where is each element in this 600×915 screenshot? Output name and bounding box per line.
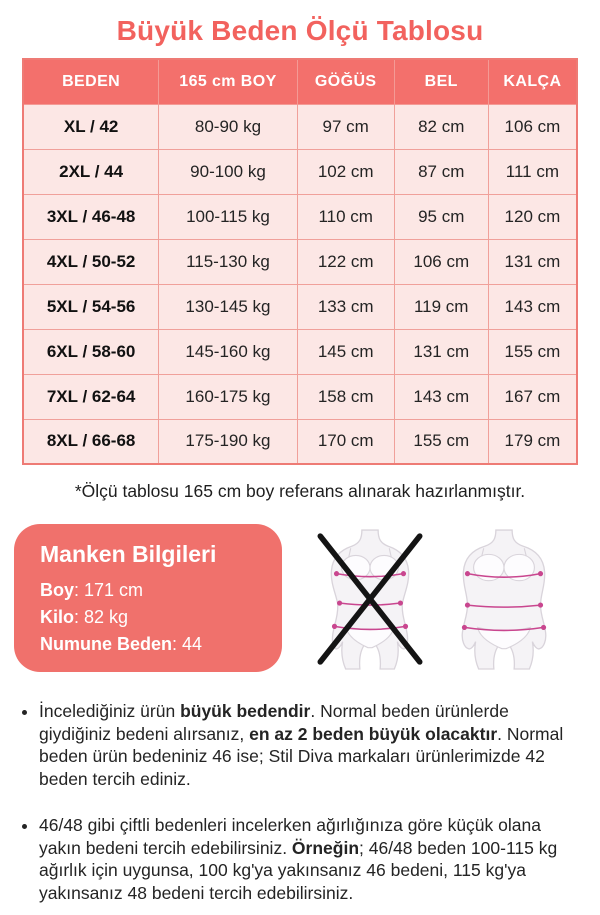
measure-cell: 111 cm	[487, 148, 578, 195]
notes-list: İncelediğiniz ürün büyük bedendir. Norma…	[22, 700, 578, 905]
measure-cell: 179 cm	[487, 418, 578, 465]
measure-cell: 82 cm	[393, 103, 489, 150]
measure-cell: 119 cm	[393, 283, 489, 330]
plus-body-figure	[445, 528, 563, 670]
model-info-lines: Boy: 171 cm Kilo: 82 kg Numune Beden: 44	[40, 577, 270, 658]
size-cell: XL / 42	[22, 103, 160, 150]
measure-cell: 80-90 kg	[158, 103, 298, 150]
column-header: BEL	[393, 58, 489, 105]
column-header: BEDEN	[22, 58, 160, 105]
measure-cell: 97 cm	[296, 103, 395, 150]
measure-cell: 143 cm	[393, 373, 489, 420]
body-figures	[282, 524, 592, 670]
size-cell: 6XL / 58-60	[22, 328, 160, 375]
cross-x-icon	[317, 533, 423, 665]
measure-cell: 175-190 kg	[158, 418, 298, 465]
measure-cell: 87 cm	[393, 148, 489, 195]
size-table-header-row: BEDEN 165 cm BOY GÖĞÜS BEL KALÇA	[22, 58, 578, 105]
note-item: İncelediğiniz ürün büyük bedendir. Norma…	[39, 700, 578, 790]
table-row: 5XL / 54-56 130-145 kg 133 cm 119 cm 143 cm	[22, 283, 578, 330]
column-header: GÖĞÜS	[296, 58, 395, 105]
measure-cell: 120 cm	[487, 193, 578, 240]
model-info-section: Manken Bilgileri Boy: 171 cm Kilo: 82 kg N…	[14, 524, 592, 672]
measure-cell: 131 cm	[487, 238, 578, 285]
measure-cell: 110 cm	[296, 193, 395, 240]
page-title: Büyük Beden Ölçü Tablosu	[116, 15, 484, 46]
model-info-line: Boy: 171 cm	[40, 580, 144, 600]
measure-cell: 145 cm	[296, 328, 395, 375]
measure-cell: 115-130 kg	[158, 238, 298, 285]
note-item: 46/48 gibi çiftli bedenleri incelerken a…	[39, 814, 578, 904]
table-row: XL / 42 80-90 kg 97 cm 82 cm 106 cm	[22, 103, 578, 150]
size-cell: 4XL / 50-52	[22, 238, 160, 285]
size-cell: 2XL / 44	[22, 148, 160, 195]
column-header: KALÇA	[487, 58, 578, 105]
measure-cell: 133 cm	[296, 283, 395, 330]
measure-cell: 160-175 kg	[158, 373, 298, 420]
measure-cell: 102 cm	[296, 148, 395, 195]
size-chart-page: Büyük Beden Ölçü Tablosu BEDEN 165 cm BOY…	[0, 15, 600, 905]
slim-body-crossed-icon	[317, 529, 423, 670]
table-row: 7XL / 62-64 160-175 kg 158 cm 143 cm 167 cm	[22, 373, 578, 420]
measurement-lines	[331, 571, 409, 631]
column-header: 165 cm BOY	[158, 58, 298, 105]
measure-cell: 167 cm	[487, 373, 578, 420]
size-cell: 5XL / 54-56	[22, 283, 160, 330]
table-row: 2XL / 44 90-100 kg 102 cm 87 cm 111 cm	[22, 148, 578, 195]
measure-cell: 131 cm	[393, 328, 489, 375]
measure-cell: 106 cm	[393, 238, 489, 285]
model-info-line: Numune Beden: 44	[40, 634, 203, 654]
size-cell: 8XL / 66-68	[22, 418, 160, 465]
measure-cell: 145-160 kg	[158, 328, 298, 375]
measure-cell: 170 cm	[296, 418, 395, 465]
size-cell: 3XL / 46-48	[22, 193, 160, 240]
size-table: BEDEN 165 cm BOY GÖĞÜS BEL KALÇA XL / 42 80-9…	[22, 58, 578, 465]
measure-cell: 158 cm	[296, 373, 395, 420]
model-info-card: Manken Bilgileri Boy: 171 cm Kilo: 82 kg N…	[14, 524, 282, 672]
measure-cell: 106 cm	[487, 103, 578, 150]
measure-cell: 155 cm	[487, 328, 578, 375]
measure-cell: 100-115 kg	[158, 193, 298, 240]
table-row: 4XL / 50-52 115-130 kg 122 cm 106 cm 131 cm	[22, 238, 578, 285]
measure-cell: 122 cm	[296, 238, 395, 285]
model-info-title: Manken Bilgileri	[40, 541, 217, 567]
measure-cell: 155 cm	[393, 418, 489, 465]
plus-body-icon	[461, 529, 547, 670]
table-row: 6XL / 58-60 145-160 kg 145 cm 131 cm 155 cm	[22, 328, 578, 375]
measurement-lines	[461, 571, 547, 632]
measure-cell: 90-100 kg	[158, 148, 298, 195]
slim-body-figure	[311, 528, 429, 670]
table-row: 8XL / 66-68 175-190 kg 170 cm 155 cm 179 cm	[22, 418, 578, 465]
model-info-line: Kilo: 82 kg	[40, 607, 129, 627]
size-cell: 7XL / 62-64	[22, 373, 160, 420]
measure-cell: 130-145 kg	[158, 283, 298, 330]
measure-cell: 143 cm	[487, 283, 578, 330]
measure-cell: 95 cm	[393, 193, 489, 240]
table-footnote: *Ölçü tablosu 165 cm boy referans alınar…	[74, 481, 526, 501]
table-row: 3XL / 46-48 100-115 kg 110 cm 95 cm 120 cm	[22, 193, 578, 240]
